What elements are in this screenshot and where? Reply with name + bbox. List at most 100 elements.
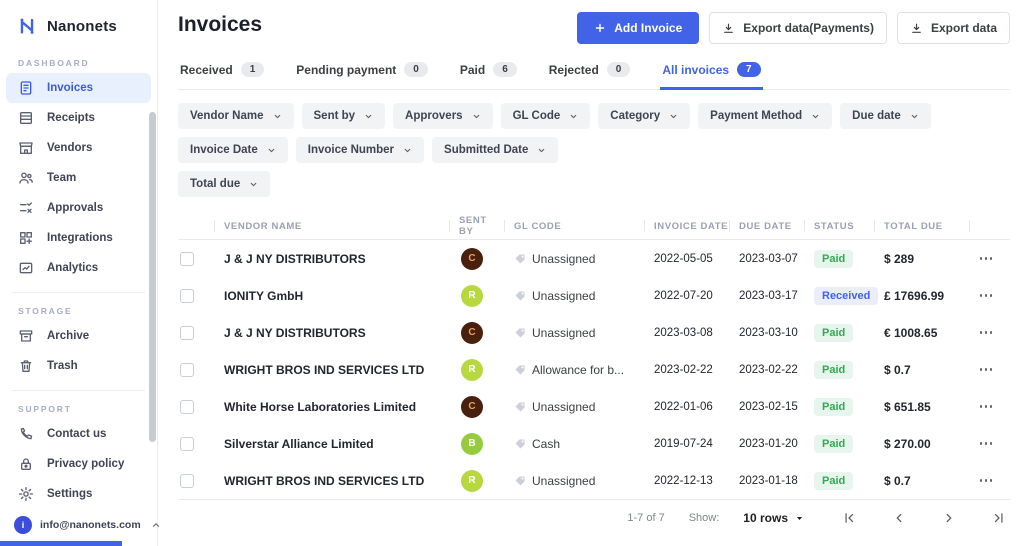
filter-invoice-number[interactable]: Invoice Number [296,137,424,163]
sidebar-item-label: Receipts [47,112,95,124]
row-more-button[interactable] [969,257,1010,260]
brand[interactable]: Nanonets [0,0,157,45]
sidebar-item-archive[interactable]: Archive [6,321,151,351]
trash-icon [18,358,34,374]
sent-by-cell: R [449,285,504,307]
chevron-down-icon [249,180,258,189]
table-row: J & J NY DISTRIBUTORSCUnassigned2022-05-… [178,240,1010,277]
export-payments-button[interactable]: Export data(Payments) [709,12,887,44]
filter-vendor-name[interactable]: Vendor Name [178,103,294,129]
sidebar-item-invoices[interactable]: Invoices [6,73,151,103]
sidebar-scrollbar[interactable] [149,0,156,546]
phone-icon [18,426,34,442]
sender-avatar: R [461,359,483,381]
gl-code-cell: Unassigned [504,289,644,303]
filter-gl-code[interactable]: GL Code [501,103,591,129]
tag-icon [514,364,526,376]
chevron-down-icon [811,112,820,121]
row-more-button[interactable] [969,368,1010,371]
filter-category[interactable]: Category [598,103,690,129]
column-header-total-due: TOTAL DUE [874,221,969,232]
sidebar-item-label: Privacy policy [47,458,124,470]
filter-approvers[interactable]: Approvers [393,103,493,129]
table-row: WRIGHT BROS IND SERVICES LTDRAllowance f… [178,351,1010,388]
vendor-name-cell: White Horse Laboratories Limited [214,400,449,414]
row-checkbox[interactable] [180,363,194,377]
rows-per-page-select[interactable]: 10 rows [743,511,804,525]
chevron-down-icon [403,146,412,155]
chevron-down-icon [795,514,804,523]
due-date-cell: 2023-03-17 [729,290,804,302]
gl-code-cell: Unassigned [504,326,644,340]
sidebar-item-team[interactable]: Team [6,163,151,193]
sidebar-item-privacy-policy[interactable]: Privacy policy [6,449,151,479]
sidebar-item-label: Vendors [47,142,92,154]
sidebar-item-label: Contact us [47,428,106,440]
total-due-cell: $ 651.85 [874,400,969,414]
account-menu[interactable]: i info@nanonets.com [0,516,157,534]
filter-total-due[interactable]: Total due [178,171,270,197]
status-badge: Paid [814,324,853,342]
filter-label: Due date [852,110,901,122]
sidebar-item-vendors[interactable]: Vendors [6,133,151,163]
row-checkbox[interactable] [180,437,194,451]
row-checkbox[interactable] [180,289,194,303]
row-more-button[interactable] [969,331,1010,334]
row-more-button[interactable] [969,442,1010,445]
filter-submitted-date[interactable]: Submitted Date [432,137,558,163]
filter-chips-row1: Vendor Name Sent by Approvers GL Code Catego… [178,103,1010,163]
receipts-icon [18,110,34,126]
filter-due-date[interactable]: Due date [840,103,931,129]
first-page-button[interactable] [842,511,856,525]
gl-code-text: Allowance for b... [532,363,624,377]
status-badge: Paid [814,250,853,268]
filter-chips-row2: Total due [178,171,1010,197]
sidebar-item-label: Archive [47,330,89,342]
sidebar-item-contact-us[interactable]: Contact us [6,419,151,449]
scrollbar-thumb[interactable] [149,112,156,442]
tab-count-badge: 6 [493,62,517,77]
filter-sent-by[interactable]: Sent by [302,103,386,129]
due-date-cell: 2023-01-20 [729,438,804,450]
row-checkbox[interactable] [180,400,194,414]
tab-paid[interactable]: Paid6 [458,62,519,90]
tab-pending-payment[interactable]: Pending payment0 [294,62,430,90]
filter-invoice-date[interactable]: Invoice Date [178,137,288,163]
status-cell: Paid [804,471,874,490]
sidebar-section-label: STORAGE [18,306,157,316]
page-nav [842,511,1006,525]
checkbox-cell [178,252,214,266]
export-data-button[interactable]: Export data [897,12,1010,44]
sidebar-item-trash[interactable]: Trash [6,351,151,381]
invoice-date-cell: 2022-07-20 [644,290,729,302]
status-cell: Paid [804,323,874,342]
filter-label: Payment Method [710,110,802,122]
last-page-button[interactable] [992,511,1006,525]
due-date-cell: 2023-02-22 [729,364,804,376]
tab-rejected[interactable]: Rejected0 [547,62,633,90]
column-header-status: STATUS [804,221,874,232]
sidebar-item-analytics[interactable]: Analytics [6,253,151,283]
previous-page-button[interactable] [892,511,906,525]
status-cell: Paid [804,249,874,268]
row-checkbox[interactable] [180,252,194,266]
sidebar-item-settings[interactable]: Settings [6,479,151,509]
sender-avatar: B [461,433,483,455]
invoice-date-cell: 2022-05-05 [644,253,729,265]
row-checkbox[interactable] [180,474,194,488]
row-more-button[interactable] [969,479,1010,482]
column-header-invoice-date: INVOICE DATE [644,221,729,232]
next-page-button[interactable] [942,511,956,525]
sidebar-item-receipts[interactable]: Receipts [6,103,151,133]
tab-received[interactable]: Received1 [178,62,266,90]
row-more-button[interactable] [969,405,1010,408]
row-more-button[interactable] [969,294,1010,297]
status-badge: Paid [814,435,853,453]
add-invoice-button[interactable]: Add Invoice [577,12,699,44]
filter-payment-method[interactable]: Payment Method [698,103,832,129]
tab-all-invoices[interactable]: All invoices7 [660,62,762,90]
row-checkbox[interactable] [180,326,194,340]
sidebar-item-integrations[interactable]: Integrations [6,223,151,253]
sidebar-item-approvals[interactable]: Approvals [6,193,151,223]
status-badge: Paid [814,398,853,416]
